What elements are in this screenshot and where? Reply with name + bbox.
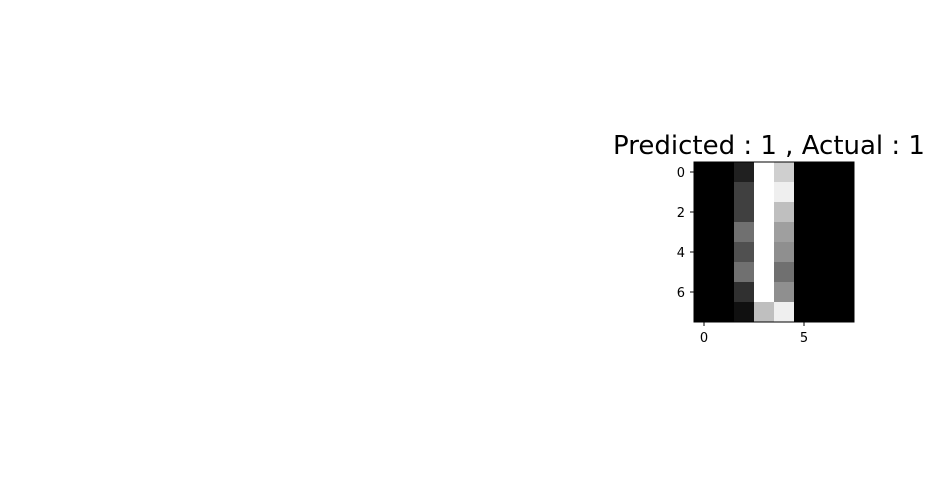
- heatmap-cell: [734, 202, 755, 223]
- heatmap-cell: [814, 242, 835, 263]
- heatmap-cell: [714, 182, 735, 203]
- heatmap-cell: [734, 222, 755, 243]
- heatmap-cell: [734, 302, 755, 323]
- heatmap-cell: [774, 282, 795, 303]
- heatmap-cell: [754, 162, 775, 183]
- heatmap-cell: [834, 202, 855, 223]
- heatmap-cell: [794, 222, 815, 243]
- heatmap-cell: [794, 202, 815, 223]
- heatmap-cell: [714, 222, 735, 243]
- heatmap-cell: [834, 262, 855, 283]
- heatmap-cell: [714, 242, 735, 263]
- heatmap-cell: [714, 202, 735, 223]
- heatmap-cell: [794, 302, 815, 323]
- heatmap-cell: [814, 302, 835, 323]
- heatmap-cell: [754, 222, 775, 243]
- x-tick-label: 0: [700, 331, 708, 346]
- heatmap-cell: [834, 242, 855, 263]
- heatmap-cell: [714, 262, 735, 283]
- heatmap-cell: [714, 302, 735, 323]
- x-tick-label: 5: [800, 331, 808, 346]
- heatmap-cell: [774, 302, 795, 323]
- heatmap-cell: [814, 182, 835, 203]
- plot-frame: [693, 161, 855, 323]
- heatmap-cell: [734, 242, 755, 263]
- heatmap-cell: [694, 262, 715, 283]
- heatmap-cell: [694, 182, 715, 203]
- heatmap-cell: [834, 222, 855, 243]
- y-tick-label: 2: [677, 206, 685, 221]
- heatmap-cell: [754, 262, 775, 283]
- heatmap-cell: [774, 162, 795, 183]
- heatmap-cell: [814, 202, 835, 223]
- heatmap-cell: [694, 242, 715, 263]
- heatmap-cell: [814, 262, 835, 283]
- heatmap-cell: [834, 302, 855, 323]
- heatmap-cell: [814, 282, 835, 303]
- heatmap-cells: [694, 162, 855, 323]
- heatmap-cell: [774, 182, 795, 203]
- y-tick-label: 4: [677, 246, 685, 261]
- heatmap-cell: [734, 182, 755, 203]
- heatmap-cell: [774, 222, 795, 243]
- y-tick-label: 6: [677, 286, 685, 301]
- y-tick-label: 0: [677, 166, 685, 181]
- chart-title: Predicted : 1 , Actual : 1: [613, 131, 925, 161]
- heatmap-cell: [754, 242, 775, 263]
- heatmap-cell: [734, 262, 755, 283]
- heatmap-cell: [834, 282, 855, 303]
- heatmap-cell: [754, 202, 775, 223]
- heatmap-cell: [754, 302, 775, 323]
- heatmap-cell: [694, 222, 715, 243]
- heatmap-cell: [734, 282, 755, 303]
- heatmap-cell: [794, 242, 815, 263]
- heatmap-cell: [794, 282, 815, 303]
- heatmap-cell: [694, 162, 715, 183]
- heatmap-cell: [794, 262, 815, 283]
- heatmap-cell: [774, 262, 795, 283]
- heatmap-cell: [754, 182, 775, 203]
- heatmap-cell: [774, 242, 795, 263]
- heatmap-cell: [794, 182, 815, 203]
- heatmap-cell: [714, 282, 735, 303]
- heatmap-cell: [834, 182, 855, 203]
- heatmap-cell: [774, 202, 795, 223]
- heatmap-cell: [814, 162, 835, 183]
- heatmap-cell: [794, 162, 815, 183]
- y-axis: 0 2 4 6: [677, 166, 694, 301]
- heatmap-cell: [694, 302, 715, 323]
- heatmap-cell: [734, 162, 755, 183]
- heatmap-cell: [814, 222, 835, 243]
- heatmap-cell: [714, 162, 735, 183]
- heatmap-cell: [694, 202, 715, 223]
- heatmap-cell: [694, 282, 715, 303]
- heatmap-cell: [834, 162, 855, 183]
- heatmap-cell: [754, 282, 775, 303]
